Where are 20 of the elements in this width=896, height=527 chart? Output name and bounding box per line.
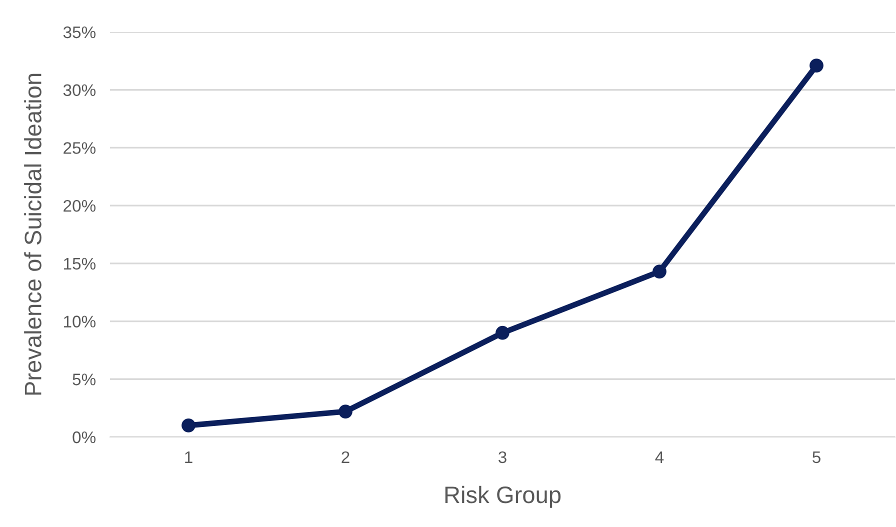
y-tick-label: 35% <box>63 26 96 38</box>
x-tick-label: 1 <box>185 452 192 463</box>
y-tick-label: 25% <box>64 142 96 154</box>
point <box>652 264 666 278</box>
x-tick-label: 2 <box>342 451 350 463</box>
y-tick-label: 20% <box>64 200 96 212</box>
point <box>810 58 824 72</box>
y-axis-title: Prevalence of Suicidal Ideation <box>24 74 42 395</box>
y-tick-label: 0% <box>72 431 96 444</box>
x-tick-label: 5 <box>812 452 820 464</box>
y-tick-label: 10% <box>64 316 96 328</box>
y-tick-label: 5% <box>72 374 96 386</box>
point <box>182 418 196 432</box>
point <box>338 404 352 418</box>
point <box>496 326 510 340</box>
x-tick-label: 4 <box>655 452 664 463</box>
y-tick-label: 15% <box>64 258 96 270</box>
x-tick-label: 3 <box>498 451 506 464</box>
y-tick-label: 30% <box>63 84 96 96</box>
x-axis-title: Risk Group <box>445 486 561 508</box>
